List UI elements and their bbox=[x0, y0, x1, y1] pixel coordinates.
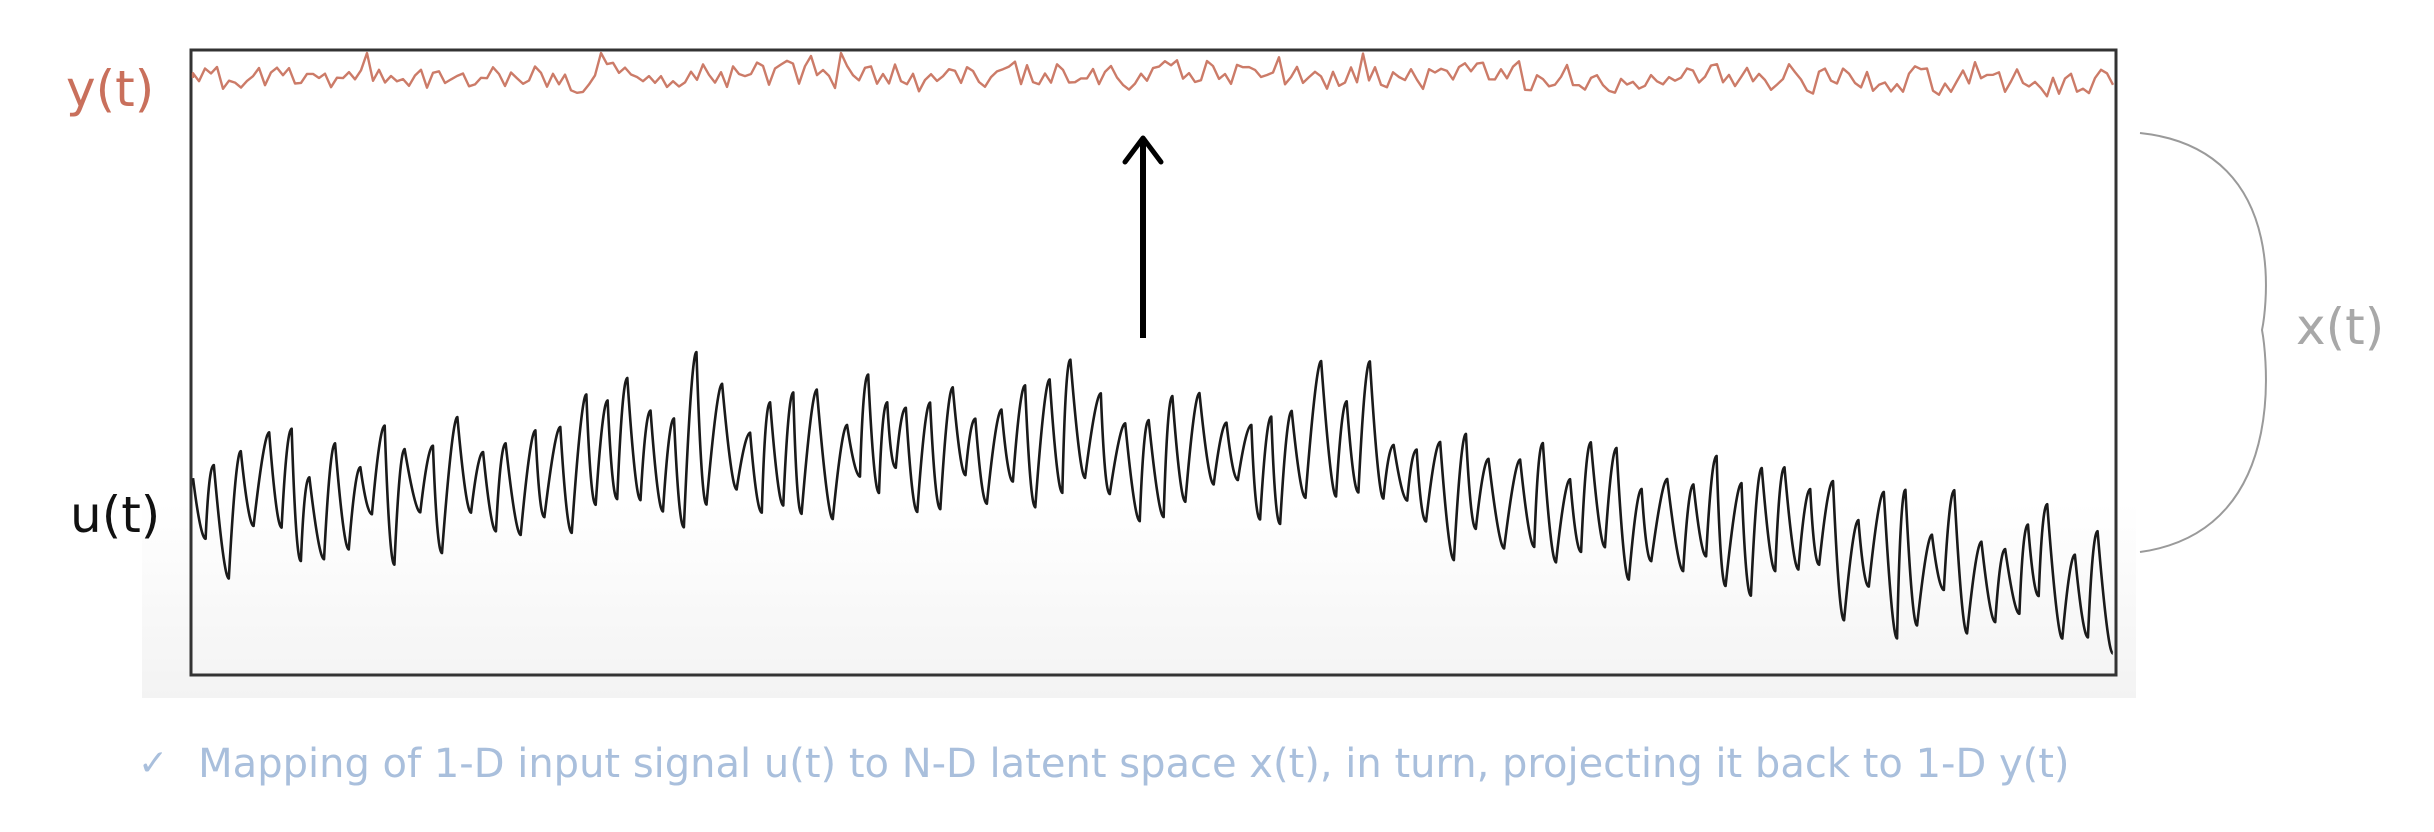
signal-frame bbox=[189, 48, 2118, 677]
input-signal-label: u(t) bbox=[70, 486, 161, 544]
right-brace-icon bbox=[2139, 132, 2267, 553]
caption: ✓ Mapping of 1-D input signal u(t) to N-… bbox=[138, 744, 2070, 784]
arrow-head bbox=[1122, 135, 1164, 165]
up-arrow-icon bbox=[1122, 135, 1164, 338]
output-signal-label: y(t) bbox=[66, 60, 155, 118]
caption-text: Mapping of 1-D input signal u(t) to N-D … bbox=[198, 741, 2070, 787]
output-signal-y bbox=[191, 51, 2115, 98]
check-icon: ✓ bbox=[138, 743, 169, 784]
latent-space-label: x(t) bbox=[2296, 298, 2385, 356]
input-signal-u bbox=[191, 350, 2115, 655]
figure-backdrop bbox=[142, 48, 2136, 698]
